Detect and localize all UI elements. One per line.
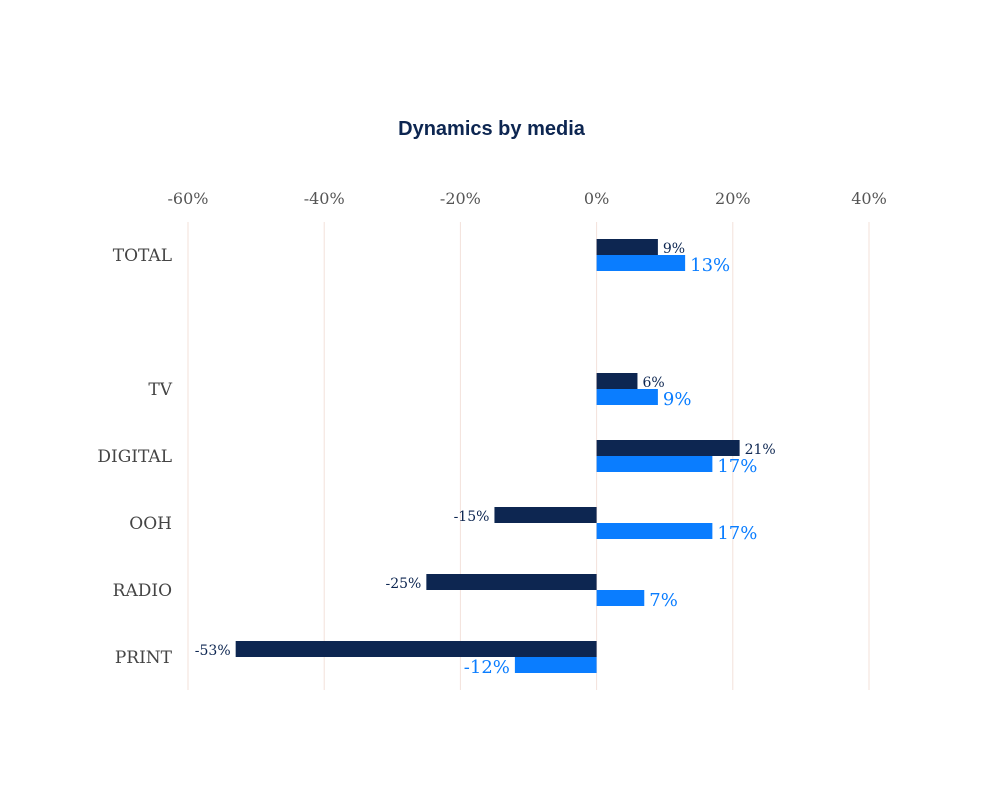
bar <box>596 389 658 405</box>
data-label: 17% <box>717 523 757 544</box>
x-tick-label: 40% <box>851 189 887 208</box>
category-label: TOTAL <box>113 246 172 266</box>
x-tick-label: 20% <box>715 189 751 208</box>
data-label: 7% <box>649 590 678 611</box>
bar <box>235 641 597 657</box>
data-label: 9% <box>663 241 685 257</box>
bar <box>596 239 658 255</box>
bar <box>596 523 713 539</box>
data-label: 9% <box>663 389 692 410</box>
category-label: PRINT <box>115 648 173 668</box>
bar <box>426 574 597 590</box>
category-label: RADIO <box>113 581 172 601</box>
bar <box>494 507 597 523</box>
data-label: -53% <box>195 643 231 659</box>
data-label: 13% <box>690 255 730 276</box>
x-tick-label: -60% <box>168 189 209 208</box>
bar <box>596 456 713 472</box>
x-tick-label: -40% <box>304 189 345 208</box>
bar <box>596 590 645 606</box>
data-label: 17% <box>717 456 757 477</box>
bar <box>596 255 686 271</box>
bar <box>596 373 638 389</box>
category-label: DIGITAL <box>97 447 172 467</box>
data-label: 21% <box>745 442 776 458</box>
data-label: -25% <box>385 576 421 592</box>
category-label: TV <box>148 380 172 400</box>
bar <box>514 657 597 673</box>
x-tick-label: -20% <box>440 189 481 208</box>
data-label: -12% <box>464 657 510 678</box>
chart-title: Dynamics by media <box>398 118 585 140</box>
bar <box>596 440 740 456</box>
x-tick-label: 0% <box>584 189 609 208</box>
data-label: -15% <box>454 509 490 525</box>
category-label: OOH <box>129 514 172 534</box>
data-label: 6% <box>642 375 664 391</box>
